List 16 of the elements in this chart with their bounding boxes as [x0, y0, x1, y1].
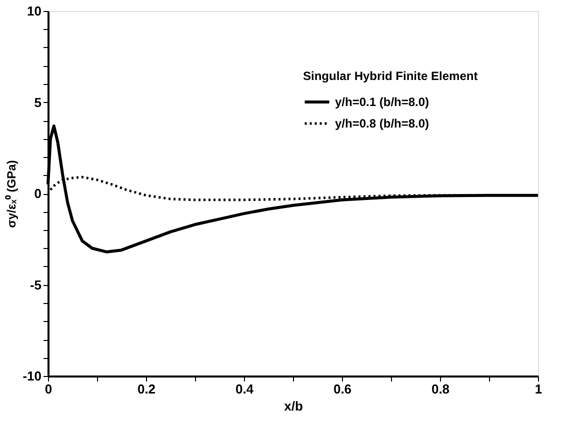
y-tick-label: 10: [27, 4, 42, 18]
x-tick-label: 0.2: [137, 382, 156, 396]
y-tick-label: 5: [34, 94, 42, 110]
x-tick-label: 0.4: [235, 382, 254, 396]
y-tick-label: -5: [30, 277, 42, 292]
y-tick-label: -10: [22, 368, 42, 384]
x-axis-title: x/b: [284, 398, 303, 414]
legend-label: y/h=0.8 (b/h=8.0): [335, 116, 430, 130]
legend-label: y/h=0.1 (b/h=8.0): [335, 95, 430, 109]
y-tick-label: 0: [34, 186, 42, 201]
x-tick-label: 0: [44, 382, 52, 396]
legend-title: Singular Hybrid Finite Element: [303, 69, 478, 83]
x-tick-label: 0.8: [431, 382, 450, 396]
y-axis-title: σy/εₓ⁰ (GPa): [4, 160, 19, 228]
x-tick-label: 0.6: [333, 382, 352, 396]
x-tick-label: 1: [534, 382, 542, 396]
